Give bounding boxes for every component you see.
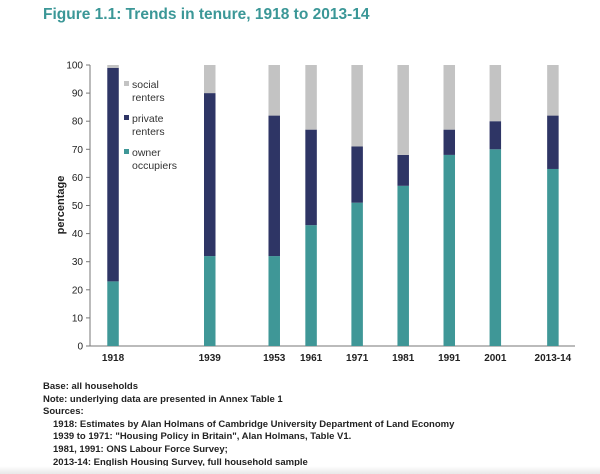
x-tick-label: 2013-14	[535, 353, 572, 364]
bar-segment-private-renters	[107, 67, 119, 282]
y-tick-label: 70	[72, 145, 84, 156]
bar-segment-owner-occupiers	[443, 154, 456, 346]
bar-segment-owner-occupiers	[351, 202, 363, 346]
x-tick-label: 1918	[102, 353, 125, 364]
x-tick-label: 1991	[438, 353, 461, 364]
legend-label: renters	[132, 92, 165, 104]
y-tick-label: 0	[77, 342, 83, 353]
bar-segment-owner-occupiers	[489, 149, 502, 346]
bar-segment-social-renters	[305, 65, 317, 130]
legend-swatch	[124, 81, 129, 86]
source-item: 2013-14: English Housing Survey, full ho…	[53, 456, 308, 468]
source-item: 1918: Estimates by Alan Holmans of Cambr…	[53, 418, 455, 430]
y-tick-label: 10	[72, 313, 84, 324]
legend-label: occupiers	[132, 160, 177, 172]
legend-swatch	[124, 149, 129, 154]
bar-segment-social-renters	[443, 65, 456, 130]
legend-swatch	[124, 115, 129, 120]
legend-label: private	[132, 113, 164, 125]
x-tick-labels: 1918 1939 1953 1961 1971 1981 1991 2001 2013-14	[102, 353, 572, 364]
bar-segment-social-renters	[351, 65, 363, 147]
bar-segment-private-renters	[489, 121, 502, 150]
sources-label: Sources:	[43, 406, 84, 418]
bar-segment-owner-occupiers	[204, 256, 216, 346]
y-tick-label: 100	[66, 61, 83, 72]
y-tick-label: 80	[72, 117, 84, 128]
bar-segment-social-renters	[547, 65, 559, 116]
legend-label: owner	[132, 147, 161, 159]
bar-segment-social-renters	[268, 65, 280, 116]
bar-segment-private-renters	[268, 115, 280, 257]
legend-label: social	[132, 79, 159, 91]
y-tick-label: 60	[72, 173, 84, 184]
bar-segment-owner-occupiers	[305, 225, 317, 346]
bar-segment-private-renters	[443, 129, 456, 155]
bar-segment-social-renters	[489, 65, 502, 122]
x-tick-label: 1953	[263, 353, 286, 364]
bar-segment-social-renters	[397, 65, 409, 155]
figure-notes: Base: all households Note: underlying da…	[43, 381, 454, 469]
bar-segment-private-renters	[204, 93, 216, 257]
source-item: 1981, 1991: ONS Labour Force Survey;	[53, 443, 228, 455]
figure-title: Figure 1.1: Trends in tenure, 1918 to 20…	[43, 6, 370, 23]
bar-segment-owner-occupiers	[268, 256, 280, 346]
bar-segment-private-renters	[397, 154, 409, 186]
source-item: 1939 to 1971: "Housing Policy in Britain…	[53, 431, 352, 443]
bar-segment-private-renters	[547, 115, 559, 169]
x-tick-label: 1971	[346, 353, 369, 364]
legend: socialrentersprivaterentersowneroccupier…	[124, 79, 177, 172]
axes: 0 10 20 30 40 50 60 70 80 90 100	[66, 61, 575, 353]
annex-note: Note: underlying data are presented in A…	[43, 393, 283, 405]
x-tick-label: 2001	[484, 353, 507, 364]
x-tick-label: 1961	[300, 353, 323, 364]
bar-segment-owner-occupiers	[547, 168, 559, 346]
y-tick-label: 50	[72, 201, 84, 212]
y-tick-label: 20	[72, 285, 84, 296]
y-tick-label: 30	[72, 257, 84, 268]
y-tick-label: 90	[72, 89, 84, 100]
y-axis-label: percentage	[55, 176, 67, 235]
x-tick-label: 1981	[392, 353, 415, 364]
x-tick-label: 1939	[199, 353, 222, 364]
bar-segment-owner-occupiers	[107, 281, 119, 346]
bar-segment-social-renters	[204, 65, 216, 94]
bar-segment-owner-occupiers	[397, 185, 409, 346]
bar-segment-private-renters	[305, 129, 317, 226]
bar-segment-private-renters	[351, 146, 363, 203]
bar-segment-social-renters	[107, 65, 119, 68]
legend-label: renters	[132, 126, 165, 138]
base-note: Base: all households	[43, 381, 139, 392]
page-edge-shadow	[0, 466, 600, 474]
bars	[107, 65, 559, 346]
y-tick-label: 40	[72, 229, 84, 240]
